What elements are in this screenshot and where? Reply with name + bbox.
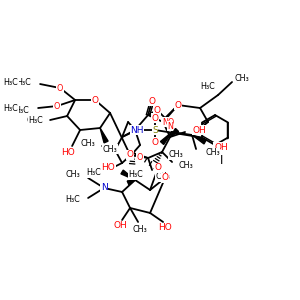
Text: CH₃: CH₃ bbox=[155, 172, 170, 182]
Text: H₃C: H₃C bbox=[14, 106, 29, 115]
Text: O: O bbox=[57, 83, 63, 92]
Text: CH₃: CH₃ bbox=[80, 139, 95, 148]
Text: HO: HO bbox=[61, 148, 75, 158]
Text: O: O bbox=[152, 137, 159, 146]
Text: H₃C: H₃C bbox=[86, 169, 101, 178]
Text: S: S bbox=[152, 125, 158, 134]
Text: H₃C: H₃C bbox=[128, 170, 143, 179]
Text: N: N bbox=[167, 122, 173, 130]
Polygon shape bbox=[192, 135, 206, 144]
Text: H₃C: H₃C bbox=[65, 196, 80, 205]
Text: OH: OH bbox=[192, 125, 206, 134]
Text: H₃C: H₃C bbox=[200, 82, 215, 91]
Polygon shape bbox=[170, 128, 178, 137]
Text: NH: NH bbox=[130, 125, 144, 134]
Text: O: O bbox=[137, 154, 143, 163]
Text: H₃C: H₃C bbox=[16, 77, 31, 86]
Polygon shape bbox=[127, 180, 135, 185]
Text: OH: OH bbox=[113, 221, 127, 230]
Text: CH₃: CH₃ bbox=[26, 116, 41, 124]
Text: O: O bbox=[92, 95, 99, 104]
Text: O: O bbox=[175, 100, 182, 109]
Text: O: O bbox=[54, 101, 60, 110]
Text: HO: HO bbox=[101, 164, 115, 172]
Text: CH₃: CH₃ bbox=[103, 145, 118, 154]
Text: O: O bbox=[152, 113, 159, 122]
Text: H₃C: H₃C bbox=[3, 103, 18, 112]
Text: H₃C: H₃C bbox=[3, 77, 18, 86]
Text: CH₃: CH₃ bbox=[205, 148, 220, 158]
Text: CH₃: CH₃ bbox=[133, 226, 147, 235]
Text: HO: HO bbox=[158, 224, 172, 232]
Polygon shape bbox=[160, 132, 172, 145]
Text: O: O bbox=[154, 106, 160, 115]
Text: NO: NO bbox=[162, 118, 174, 127]
Text: CH₃: CH₃ bbox=[234, 74, 249, 82]
Text: H₃C: H₃C bbox=[28, 116, 43, 124]
Text: O: O bbox=[127, 151, 134, 160]
Text: I: I bbox=[220, 154, 224, 167]
Text: OH: OH bbox=[214, 142, 228, 152]
Text: CH₃: CH₃ bbox=[168, 151, 183, 160]
Text: N: N bbox=[101, 184, 107, 193]
Polygon shape bbox=[121, 170, 135, 180]
Text: CH₃: CH₃ bbox=[178, 161, 193, 170]
Text: CH₃: CH₃ bbox=[65, 170, 80, 179]
Polygon shape bbox=[100, 128, 108, 143]
Text: O: O bbox=[162, 173, 169, 182]
Text: O: O bbox=[148, 97, 156, 106]
Text: O: O bbox=[154, 164, 162, 172]
